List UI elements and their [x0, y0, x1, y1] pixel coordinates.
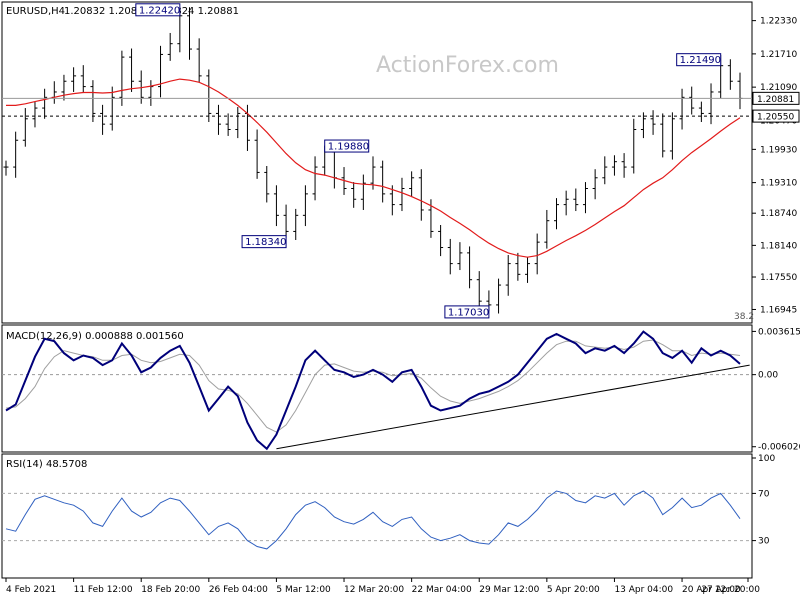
swing-label-1: 1.19880: [328, 142, 369, 153]
price-tick-label-5: 1.19310: [760, 179, 797, 189]
price-tick-label-9: 1.16945: [760, 305, 797, 315]
macd-title: MACD(12,26,9) 0.000888 0.001560: [6, 331, 184, 342]
axis-layer: 4 Feb 2021 11 Feb 12:00 18 Feb 20:00 26 Feb…: [5, 578, 760, 595]
price-panel-frame: [1, 1, 753, 324]
price-tick-label-7: 1.18140: [760, 241, 797, 251]
x-tick-label-7: 29 Mar 12:00: [479, 585, 539, 595]
rsi-tick-label-1: 70: [758, 489, 770, 499]
rsi-layer: 100 70 30: [2, 454, 775, 550]
swing-box-0: [135, 3, 181, 17]
macd-main-line: [5, 330, 741, 451]
current-price-label: 1.20881: [757, 95, 794, 105]
macd-panel-frame: [1, 324, 753, 453]
fib-label: 38.2: [734, 312, 754, 322]
rsi-line: [5, 490, 741, 550]
x-tick-label-11: 27 Apr 20:00: [701, 585, 760, 595]
x-tick-label-2: 18 Feb 20:00: [141, 585, 200, 595]
x-tick-label-9: 13 Apr 04:00: [614, 585, 673, 595]
x-tick-label-8: 5 Apr 20:00: [547, 585, 600, 595]
rsi-tick-label-0: 100: [758, 454, 775, 464]
chart-symbol: EURUSD,H4: [6, 6, 65, 17]
x-tick-label-5: 12 Mar 20:00: [344, 585, 404, 595]
price-tick-label-4: 1.19930: [760, 145, 797, 155]
macd-tick-label-2: -0.006026: [758, 443, 800, 453]
macd-tick-label-1: 0.00: [758, 371, 778, 381]
level-price-label: 1.20550: [757, 113, 794, 123]
price-tick-label-2: 1.21090: [760, 83, 797, 93]
macd-tick-label-0: 0.003615: [758, 327, 800, 337]
watermark: ActionForex.com: [376, 53, 559, 78]
moving-average-line: [6, 78, 741, 258]
current-price-box: [752, 91, 800, 105]
swing-box-3: [444, 305, 490, 319]
macd-layer: 0.003615 0.00 -0.006026: [2, 327, 800, 453]
price-tick-label-6: 1.18740: [760, 209, 797, 219]
x-tick-label-1: 11 Feb 12:00: [74, 585, 133, 595]
swing-box-4: [676, 53, 722, 67]
swing-label-0: 1.22420: [139, 5, 180, 16]
swing-label-4: 1.21490: [680, 55, 721, 66]
level-price-box: [752, 109, 800, 123]
x-tick-label-3: 26 Feb 04:00: [209, 585, 268, 595]
swing-box-1: [324, 139, 370, 153]
price-layer: 1.223301.217101.210901.204701.199301.193…: [2, 3, 800, 319]
price-tick-label-1: 1.21710: [760, 50, 797, 60]
x-tick-label-4: 5 Mar 12:00: [276, 585, 331, 595]
rsi-tick-label-2: 30: [758, 537, 770, 547]
rsi-panel-frame: [1, 453, 753, 579]
x-tick-label-6: 22 Mar 04:00: [412, 585, 472, 595]
rsi-title: RSI(14) 48.5708: [6, 459, 87, 470]
x-tick-label-10: 20 Apr 12:00: [682, 585, 741, 595]
swing-label-2: 1.18340: [245, 237, 286, 248]
macd-trendline: [276, 364, 750, 450]
swing-label-3: 1.17030: [448, 307, 489, 318]
price-tick-label-8: 1.17550: [760, 273, 797, 283]
swing-box-2: [241, 235, 287, 249]
x-tick-label-0: 4 Feb 2021: [6, 585, 56, 595]
price-tick-label-0: 1.22330: [760, 17, 797, 27]
